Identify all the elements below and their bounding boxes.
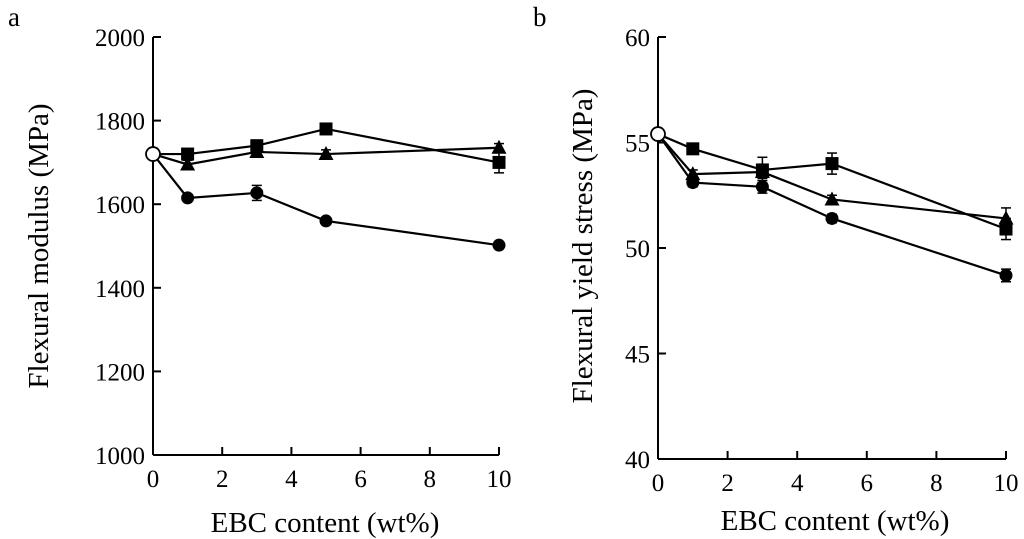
panel-b-y-tick-label: 40 bbox=[625, 447, 650, 474]
panel-a-y-tick-label: 2000 bbox=[95, 25, 145, 52]
panel-a-point-circle bbox=[250, 186, 264, 200]
panel-a-x-tick-label: 4 bbox=[285, 466, 298, 493]
panel-b-series-line-triangle bbox=[657, 133, 1007, 220]
panel-a-y-tick-label: 1600 bbox=[95, 192, 145, 219]
panel-b-point-triangle bbox=[754, 164, 770, 179]
panel-b-xlabel: EBC content (wt%) bbox=[721, 505, 950, 537]
panel-a-point-square bbox=[181, 147, 195, 161]
panel-b-letter: b bbox=[533, 2, 547, 32]
panel-b-point-square bbox=[825, 157, 839, 171]
panel-a-point-circle bbox=[492, 238, 506, 252]
panel-a-y-tick-label: 1800 bbox=[95, 109, 145, 136]
panel-b-y-tick-label: 45 bbox=[625, 342, 650, 369]
panel-a-y-tick-label: 1400 bbox=[95, 276, 145, 303]
panel-b-x-tick-label: 4 bbox=[791, 470, 804, 497]
panel-a-y-tick-label: 1000 bbox=[95, 443, 145, 470]
panel-a: a Flexural modulus (MPa) EBC content (wt… bbox=[8, 2, 512, 539]
panel-b-x-tick-label: 2 bbox=[721, 470, 734, 497]
panel-a-series-line-circle bbox=[152, 153, 500, 247]
panel-b-x-tick-label: 0 bbox=[652, 470, 665, 497]
panel-b-point-triangle bbox=[824, 191, 840, 206]
panel-a-point-triangle bbox=[491, 139, 507, 154]
panel-a-x-tick-label: 10 bbox=[487, 466, 512, 493]
panel-b-y-tick-label: 55 bbox=[625, 131, 650, 158]
panel-a-point-triangle bbox=[249, 143, 265, 158]
panel-b-point-circle bbox=[755, 180, 769, 194]
panel-b-point-triangle bbox=[998, 210, 1014, 225]
panel-a-x-tick-label: 8 bbox=[424, 466, 437, 493]
panel-a-x-tick-label: 0 bbox=[147, 466, 160, 493]
panel-b: b Flexural yield stress (MPa) EBC conten… bbox=[533, 2, 1019, 537]
panel-b-point-square bbox=[686, 142, 700, 156]
panel-b-point-circle bbox=[825, 211, 839, 225]
panel-a-point-square bbox=[319, 122, 333, 136]
panel-b-point-triangle bbox=[685, 166, 701, 181]
panel-a-point-triangle bbox=[318, 146, 334, 161]
panel-b-x-tick-label: 10 bbox=[994, 470, 1019, 497]
panel-a-point-triangle bbox=[180, 156, 196, 171]
panel-a-axes: 1000 1200 1400 1600 1800 2000 0 2 4 6 8 10 bbox=[95, 25, 512, 493]
panel-b-y-tick-label: 60 bbox=[625, 25, 650, 52]
panel-a-point-origin-open-circle bbox=[145, 146, 161, 162]
panel-a-y-tick-label: 1200 bbox=[95, 359, 145, 386]
panel-b-y-tick-label: 50 bbox=[625, 236, 650, 263]
panel-a-point-circle bbox=[181, 191, 195, 205]
panel-a-letter: a bbox=[8, 2, 20, 32]
panel-b-x-tick-label: 8 bbox=[930, 470, 943, 497]
panel-a-plot bbox=[145, 122, 507, 252]
panel-a-xlabel: EBC content (wt%) bbox=[211, 507, 440, 539]
panel-a-x-tick-label: 6 bbox=[354, 466, 367, 493]
panel-a-ylabel: Flexural modulus (MPa) bbox=[23, 103, 55, 388]
panel-b-axes: 40 45 50 55 60 0 2 4 6 8 10 bbox=[625, 25, 1019, 497]
panel-b-point-origin-open-circle bbox=[650, 126, 666, 142]
panel-b-x-tick-label: 6 bbox=[861, 470, 874, 497]
panel-b-ylabel: Flexural yield stress (MPa) bbox=[567, 89, 599, 404]
panel-a-x-tick-label: 2 bbox=[216, 466, 229, 493]
panel-b-plot bbox=[650, 126, 1014, 283]
panel-b-point-circle bbox=[686, 176, 700, 190]
panel-b-point-circle bbox=[999, 268, 1013, 282]
panel-a-point-square bbox=[492, 155, 506, 169]
panel-a-point-circle bbox=[319, 214, 333, 228]
